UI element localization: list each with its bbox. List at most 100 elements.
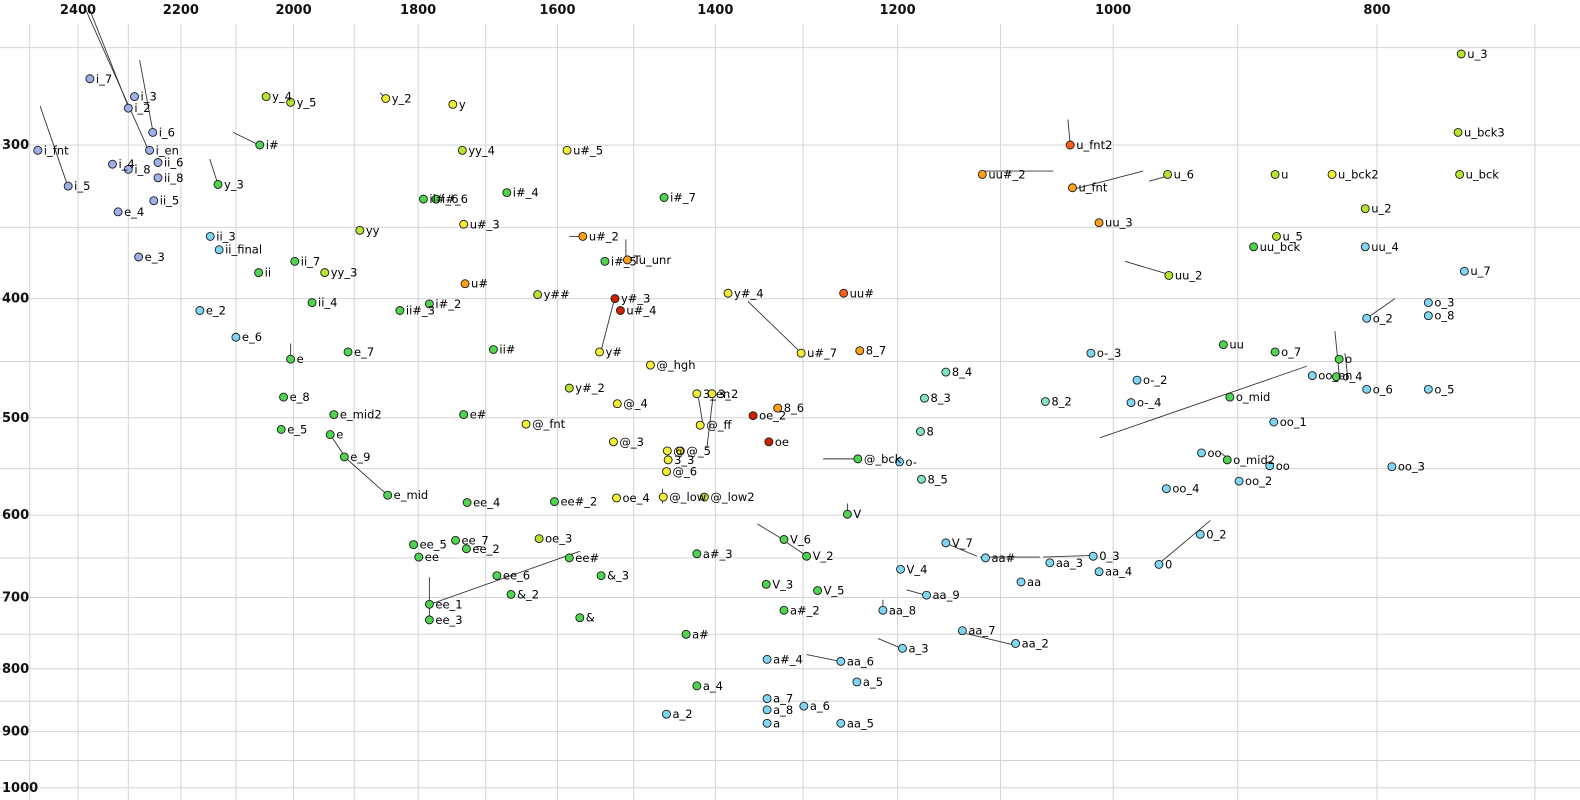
point-label-i-en: i_en [156,143,179,157]
connector-line [877,638,902,649]
point-label-e: e [297,352,304,366]
point-label-o-4: o_4 [1342,370,1362,384]
data-point-ee-3 [424,615,434,625]
point-label-ee-6: ee_6 [503,569,530,583]
data-point-e [459,410,469,420]
point-label-tu-unr: Tu_unr [632,253,671,267]
point-label-i-8: i_8 [134,162,150,176]
data-point-i-en [145,145,155,155]
connector-line [698,398,704,424]
connector-line [1366,298,1396,319]
data-point-u-bck [1455,169,1465,179]
data-point-e [325,430,335,440]
point-label-e-mid: e_mid [394,488,429,502]
point-label-e-8: e_8 [290,390,310,404]
point-label-o-3: o-_3 [1097,346,1121,360]
data-point-hgh [645,360,655,370]
point-label-i-6: i#_6 [442,192,468,206]
data-point-aa-7 [957,626,967,636]
point-label-aa-5: aa_5 [847,716,874,730]
point-label-aa: aa# [992,551,1016,565]
y-tick-label: 800 [2,662,29,677]
data-point-8-5 [917,474,926,484]
point-label-ii-7: ii_7 [301,254,320,268]
data-point-ee-2 [461,544,471,554]
point-label-oe-3: oe_3 [545,532,572,546]
point-label-aa-3: aa_3 [1056,556,1083,570]
point-label-v-4: V_4 [907,562,928,576]
point-label-o-4: o-_4 [1137,396,1161,410]
data-point-yy-4 [457,145,467,155]
data-point-pt [575,613,585,623]
data-point-a-4 [762,654,772,664]
point-label-bck: @_bck [864,452,902,466]
data-point-yy [355,225,365,235]
point-label-e-2: e_2 [206,304,226,318]
data-point-a-5 [852,677,862,687]
point-label-ii-6: ii_6 [164,156,183,170]
point-label-y-5: y_5 [297,95,317,109]
data-point-a-2 [662,709,671,719]
data-point-0-3 [1088,551,1098,561]
point-label-e-6: e_6 [242,330,262,344]
point-label-3: @_3 [619,435,644,449]
data-point-i-2 [123,103,133,113]
data-point-tu-unr [622,255,632,265]
point-label-a-4: a_4 [703,679,723,693]
data-point-oo-3 [1387,462,1397,472]
point-label-v-6: V_6 [790,532,811,546]
data-point-o-4 [1331,372,1341,382]
data-point-aa [981,553,990,563]
connector-line [209,158,218,183]
point-label-oe: oe [775,435,789,449]
point-label-e-9: e_9 [350,450,370,464]
data-point-i-4 [108,159,117,169]
data-point-oo [1265,461,1275,471]
point-label-4: @_4 [623,397,648,411]
point-label-ii-5: ii_5 [160,194,179,208]
connector-line [89,9,130,109]
data-point-oe-2 [748,411,758,421]
data-point-a [681,629,691,639]
point-label-y: y [459,97,466,111]
point-label-8-5: 8_5 [927,472,947,486]
point-label-o-2: o-_2 [1143,373,1167,387]
point-label-5: @_5 [686,444,711,458]
data-point-v-5 [813,586,823,595]
data-point-o-mid2 [1222,455,1232,465]
point-label-u-3: u_3 [1467,47,1487,61]
data-point-ee-4 [462,498,472,507]
point-label-y-4: y_4 [272,90,292,104]
data-point-v-6 [779,535,789,544]
point-label-o-2: o_2 [1373,311,1393,325]
data-point-low [658,492,668,502]
point-label-uu: uu# [850,286,874,300]
x-tick-label: 1400 [697,3,733,18]
connector-line [1124,260,1168,275]
data-point-y-5 [286,97,296,107]
point-label-ii: ii [265,266,271,280]
data-point-a-7 [762,694,772,704]
data-point-e-8 [279,392,289,402]
data-point-v-4 [896,564,905,574]
point-label-e-mid2: e_mid2 [340,408,382,422]
data-point-a-3 [692,549,702,559]
point-label-u-bck2: u_bck2 [1338,167,1379,181]
data-point-o-7 [1270,347,1280,357]
point-label-i-fnt: i_fnt [44,143,69,157]
point-label-a-3: a_3 [909,641,929,655]
data-point-u-7 [796,348,806,358]
data-point-y [448,99,458,109]
data-point-u-fnt [1068,183,1077,193]
point-label-u-bck: u_bck [1466,167,1500,181]
connector-line [85,9,149,151]
point-label-aa-4: aa_4 [1105,565,1132,579]
data-point-i-5 [63,181,73,191]
data-point-e-5 [276,424,286,434]
point-label-oo-en: oo_en [1318,369,1352,383]
data-point-v-3 [761,579,771,589]
point-label-ii-3: ii_3 [216,229,235,243]
connector-line [1072,170,1144,190]
point-label-aa-2: aa_2 [1022,636,1049,650]
point-label-ee-7: ee_7 [462,533,489,547]
